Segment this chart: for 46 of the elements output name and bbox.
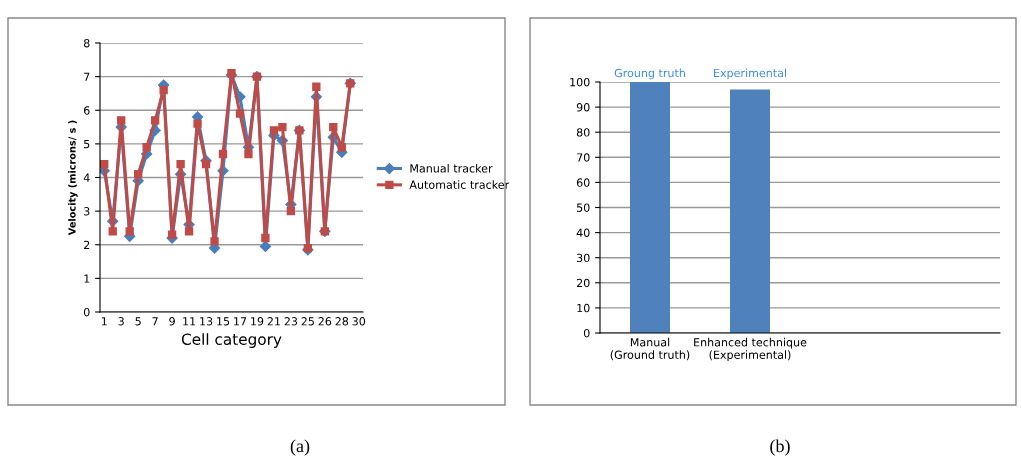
y-tick-label: 80 bbox=[576, 128, 590, 137]
y-tick-label: 100 bbox=[570, 77, 590, 87]
y-tick-label: 30 bbox=[576, 253, 590, 263]
text: Groung truth bbox=[614, 68, 685, 80]
y-tick-label: 2 bbox=[84, 240, 90, 249]
y-tick-label: 6 bbox=[83, 106, 90, 115]
x-tick-label: 11 bbox=[183, 317, 196, 326]
x-axis-title: Cell category bbox=[181, 333, 282, 348]
x-tick-label: 3 bbox=[118, 317, 124, 326]
x-tick-label: 7 bbox=[152, 317, 158, 326]
text: (a) bbox=[290, 439, 310, 456]
x-tick-label: 19 bbox=[251, 317, 264, 326]
x-tick-label: 30 bbox=[352, 317, 366, 326]
legend-label: Manual tracker bbox=[410, 163, 493, 173]
x-tick-label: 28 bbox=[335, 317, 349, 326]
x-tick-label: Enhanced technique (Experimental) bbox=[694, 337, 807, 362]
x-tick-label: 13 bbox=[200, 317, 213, 326]
x-tick-label: 23 bbox=[284, 317, 298, 326]
y-tick-label: 0 bbox=[583, 328, 590, 338]
y-tick-label: 7 bbox=[84, 72, 90, 81]
y-tick-label: 60 bbox=[576, 178, 590, 187]
y-tick-label: 0 bbox=[83, 307, 90, 317]
x-tick-label: 9 bbox=[169, 317, 175, 326]
x-tick-label: Manual (Ground truth) bbox=[610, 337, 690, 361]
x-tick-label: 1 bbox=[101, 317, 107, 326]
x-tick-label: 25 bbox=[301, 317, 314, 326]
y-tick-label: 10 bbox=[577, 303, 590, 313]
y-tick-label: 50 bbox=[577, 203, 590, 212]
legend-label: Automatic tracker bbox=[409, 180, 510, 189]
text: Experimental bbox=[714, 68, 786, 80]
x-tick-label: 5 bbox=[135, 317, 141, 326]
x-tick-label: 26 bbox=[318, 317, 332, 326]
y-tick-label: 20 bbox=[576, 278, 590, 288]
y-tick-label: 70 bbox=[577, 153, 590, 162]
x-tick-label: 21 bbox=[267, 317, 280, 326]
y-tick-label: 90 bbox=[576, 103, 590, 112]
y-tick-label: 40 bbox=[576, 228, 590, 237]
x-tick-label: 17 bbox=[234, 317, 247, 326]
y-axis-title: Velocity (microns/ s ) bbox=[68, 120, 78, 236]
y-tick-label: 8 bbox=[83, 38, 90, 48]
text: (b) bbox=[770, 439, 790, 456]
y-tick-label: 4 bbox=[83, 173, 90, 182]
y-tick-label: 5 bbox=[84, 140, 90, 149]
y-tick-label: 1 bbox=[84, 274, 90, 283]
y-tick-label: 3 bbox=[84, 207, 90, 216]
x-tick-label: 15 bbox=[217, 317, 230, 326]
